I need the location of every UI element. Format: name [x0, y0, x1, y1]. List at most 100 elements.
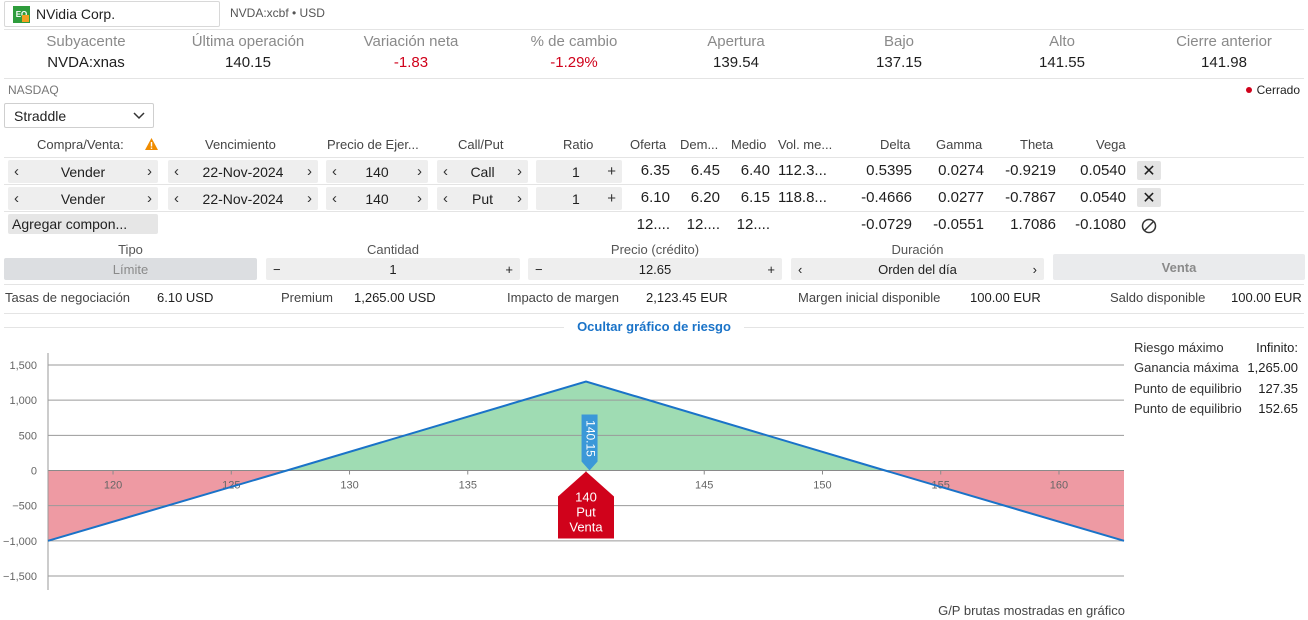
chevron-left-icon[interactable]: ‹ — [443, 163, 448, 180]
leg-marker-label: Put — [576, 505, 596, 520]
warning-icon[interactable] — [144, 137, 159, 151]
y-tick-label: 0 — [31, 466, 37, 478]
quote-label: Última operación — [191, 33, 305, 50]
strike-stepper[interactable]: ‹ 140 › — [326, 187, 428, 210]
col-ask: Dem... — [680, 137, 719, 152]
exchange-label: NASDAQ — [8, 83, 59, 97]
quote-underlying: Subyacente NVDA:xnas — [11, 33, 161, 71]
symbol-meta: NVDA:xcbf • USD — [230, 6, 325, 20]
col-delta: Delta — [880, 137, 911, 152]
col-gamma: Gamma — [936, 137, 983, 152]
prohibited-icon[interactable] — [1141, 218, 1157, 234]
quote-label: % de cambio — [530, 33, 618, 50]
col-vega: Vega — [1096, 137, 1126, 152]
fee-value: 6.10 USD — [157, 290, 214, 305]
remove-leg-button[interactable]: ✕ — [1137, 188, 1161, 207]
side-stepper[interactable]: ‹ Vender › — [8, 160, 158, 183]
chevron-right-icon[interactable]: › — [307, 190, 312, 207]
strike-stepper[interactable]: ‹ 140 › — [326, 160, 428, 183]
sell-submit-button[interactable]: Venta — [1053, 254, 1305, 280]
quote-net-change: Variación neta -1.83 — [336, 33, 486, 71]
chevron-left-icon[interactable]: ‹ — [174, 190, 179, 207]
chevron-left-icon[interactable]: ‹ — [332, 190, 337, 207]
callput-value: Put — [471, 190, 493, 207]
chevron-left-icon[interactable]: ‹ — [798, 261, 803, 277]
minus-icon[interactable]: − — [273, 261, 281, 277]
hide-risk-chart-label: Ocultar gráfico de riesgo — [567, 319, 741, 334]
y-tick-label: 1,000 — [9, 395, 37, 407]
y-tick-label: −1,000 — [3, 536, 37, 548]
total-theta: 1.7086 — [1010, 216, 1056, 233]
total-delta: -0.0729 — [861, 216, 912, 233]
quantity-stepper[interactable]: − 1 + — [266, 258, 520, 280]
callput-value: Call — [470, 163, 495, 180]
expiry-stepper[interactable]: ‹ 22-Nov-2024 › — [168, 187, 318, 210]
strategy-select[interactable]: Straddle — [4, 103, 154, 128]
breakeven-value: 127.35 — [1258, 381, 1298, 396]
plus-icon[interactable]: + — [607, 163, 616, 180]
initial-margin-value: 100.00 EUR — [970, 290, 1041, 305]
quantity-value: 1 — [389, 261, 397, 277]
chevron-left-icon[interactable]: ‹ — [443, 190, 448, 207]
initial-margin-label: Margen inicial disponible — [798, 290, 941, 305]
chevron-left-icon[interactable]: ‹ — [14, 163, 19, 180]
ratio-stepper[interactable]: 1 + — [536, 160, 622, 183]
duration-value: Orden del día — [878, 261, 957, 277]
chevron-down-icon — [133, 111, 145, 119]
divider — [4, 29, 1304, 30]
x-tick-label: 145 — [695, 480, 713, 492]
chevron-right-icon[interactable]: › — [416, 163, 422, 180]
side-value: Vender — [60, 190, 106, 207]
expiry-value: 22-Nov-2024 — [202, 190, 284, 207]
chevron-right-icon[interactable]: › — [147, 190, 152, 207]
theta-value: -0.7867 — [1005, 189, 1056, 206]
max-risk-value: Infinito: — [1256, 340, 1298, 355]
order-type-select[interactable]: Límite — [4, 258, 257, 280]
col-strike: Precio de Ejer... — [327, 137, 419, 152]
divider — [4, 78, 1304, 79]
fee-label: Tasas de negociación — [5, 290, 131, 305]
payoff-line — [47, 380, 1125, 542]
expiry-stepper[interactable]: ‹ 22-Nov-2024 › — [168, 160, 318, 183]
strategy-select-value: Straddle — [14, 107, 67, 124]
ratio-stepper[interactable]: 1 + — [536, 187, 622, 210]
chevron-left-icon[interactable]: ‹ — [174, 163, 179, 180]
divider — [4, 211, 1304, 212]
hide-risk-chart-link[interactable]: Ocultar gráfico de riesgo — [0, 319, 1308, 334]
price-stepper[interactable]: − 12.65 + — [528, 258, 782, 280]
side-stepper[interactable]: ‹ Vender › — [8, 187, 158, 210]
plus-icon[interactable]: + — [505, 261, 513, 277]
chevron-right-icon[interactable]: › — [517, 163, 522, 180]
market-status-text: Cerrado — [1256, 83, 1300, 97]
chevron-right-icon[interactable]: › — [1032, 261, 1037, 277]
minus-icon[interactable]: − — [535, 261, 543, 277]
x-tick-label: 120 — [104, 480, 122, 492]
current-price-tag — [581, 414, 598, 471]
plus-icon[interactable]: + — [607, 190, 616, 207]
callput-stepper[interactable]: ‹ Put › — [437, 187, 528, 210]
chevron-right-icon[interactable]: › — [516, 190, 522, 207]
quote-low: Bajo 137.15 — [824, 33, 974, 71]
col-callput: Call/Put — [458, 137, 504, 152]
symbol-search-box[interactable]: EQ NVidia Corp. — [4, 1, 220, 27]
equity-logo-icon: EQ — [13, 5, 30, 23]
chevron-left-icon[interactable]: ‹ — [332, 163, 337, 180]
add-component-button[interactable]: Agregar compon... — [8, 214, 158, 234]
chevron-right-icon[interactable]: › — [307, 163, 312, 180]
duration-stepper[interactable]: ‹ Orden del día › — [791, 258, 1044, 280]
mid-value: 6.15 — [740, 189, 770, 206]
callput-stepper[interactable]: ‹ Call › — [437, 160, 528, 183]
quote-pct-change: % de cambio -1.29% — [499, 33, 649, 71]
strike-value: 140 — [365, 163, 389, 180]
side-value: Vender — [60, 163, 106, 180]
quote-label: Bajo — [883, 33, 915, 50]
quote-value: 141.98 — [1201, 54, 1247, 71]
expiry-value: 22-Nov-2024 — [202, 163, 284, 180]
remove-leg-button[interactable]: ✕ — [1137, 161, 1161, 180]
plus-icon[interactable]: + — [767, 261, 775, 277]
chevron-left-icon[interactable]: ‹ — [14, 190, 19, 207]
premium-value: 1,265.00 USD — [354, 290, 436, 305]
chevron-right-icon[interactable]: › — [416, 190, 422, 207]
balance-value: 100.00 EUR — [1231, 290, 1302, 305]
chevron-right-icon[interactable]: › — [147, 163, 152, 180]
